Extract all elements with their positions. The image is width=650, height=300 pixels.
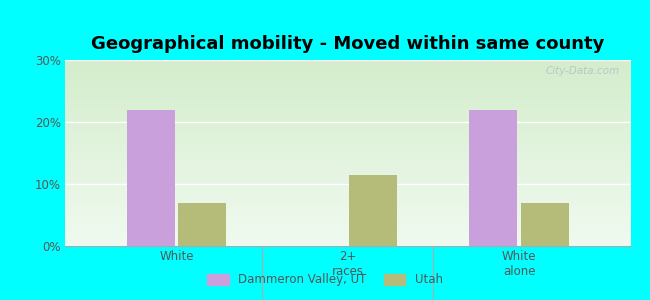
Bar bbox=[521, 202, 569, 246]
Bar bbox=[178, 202, 226, 246]
Legend: Dammeron Valley, UT, Utah: Dammeron Valley, UT, Utah bbox=[203, 269, 447, 291]
Text: City-Data.com: City-Data.com bbox=[545, 66, 619, 76]
Title: Geographical mobility - Moved within same county: Geographical mobility - Moved within sam… bbox=[91, 35, 604, 53]
Bar bbox=[127, 110, 175, 246]
Bar bbox=[350, 175, 397, 246]
Bar bbox=[469, 110, 517, 246]
